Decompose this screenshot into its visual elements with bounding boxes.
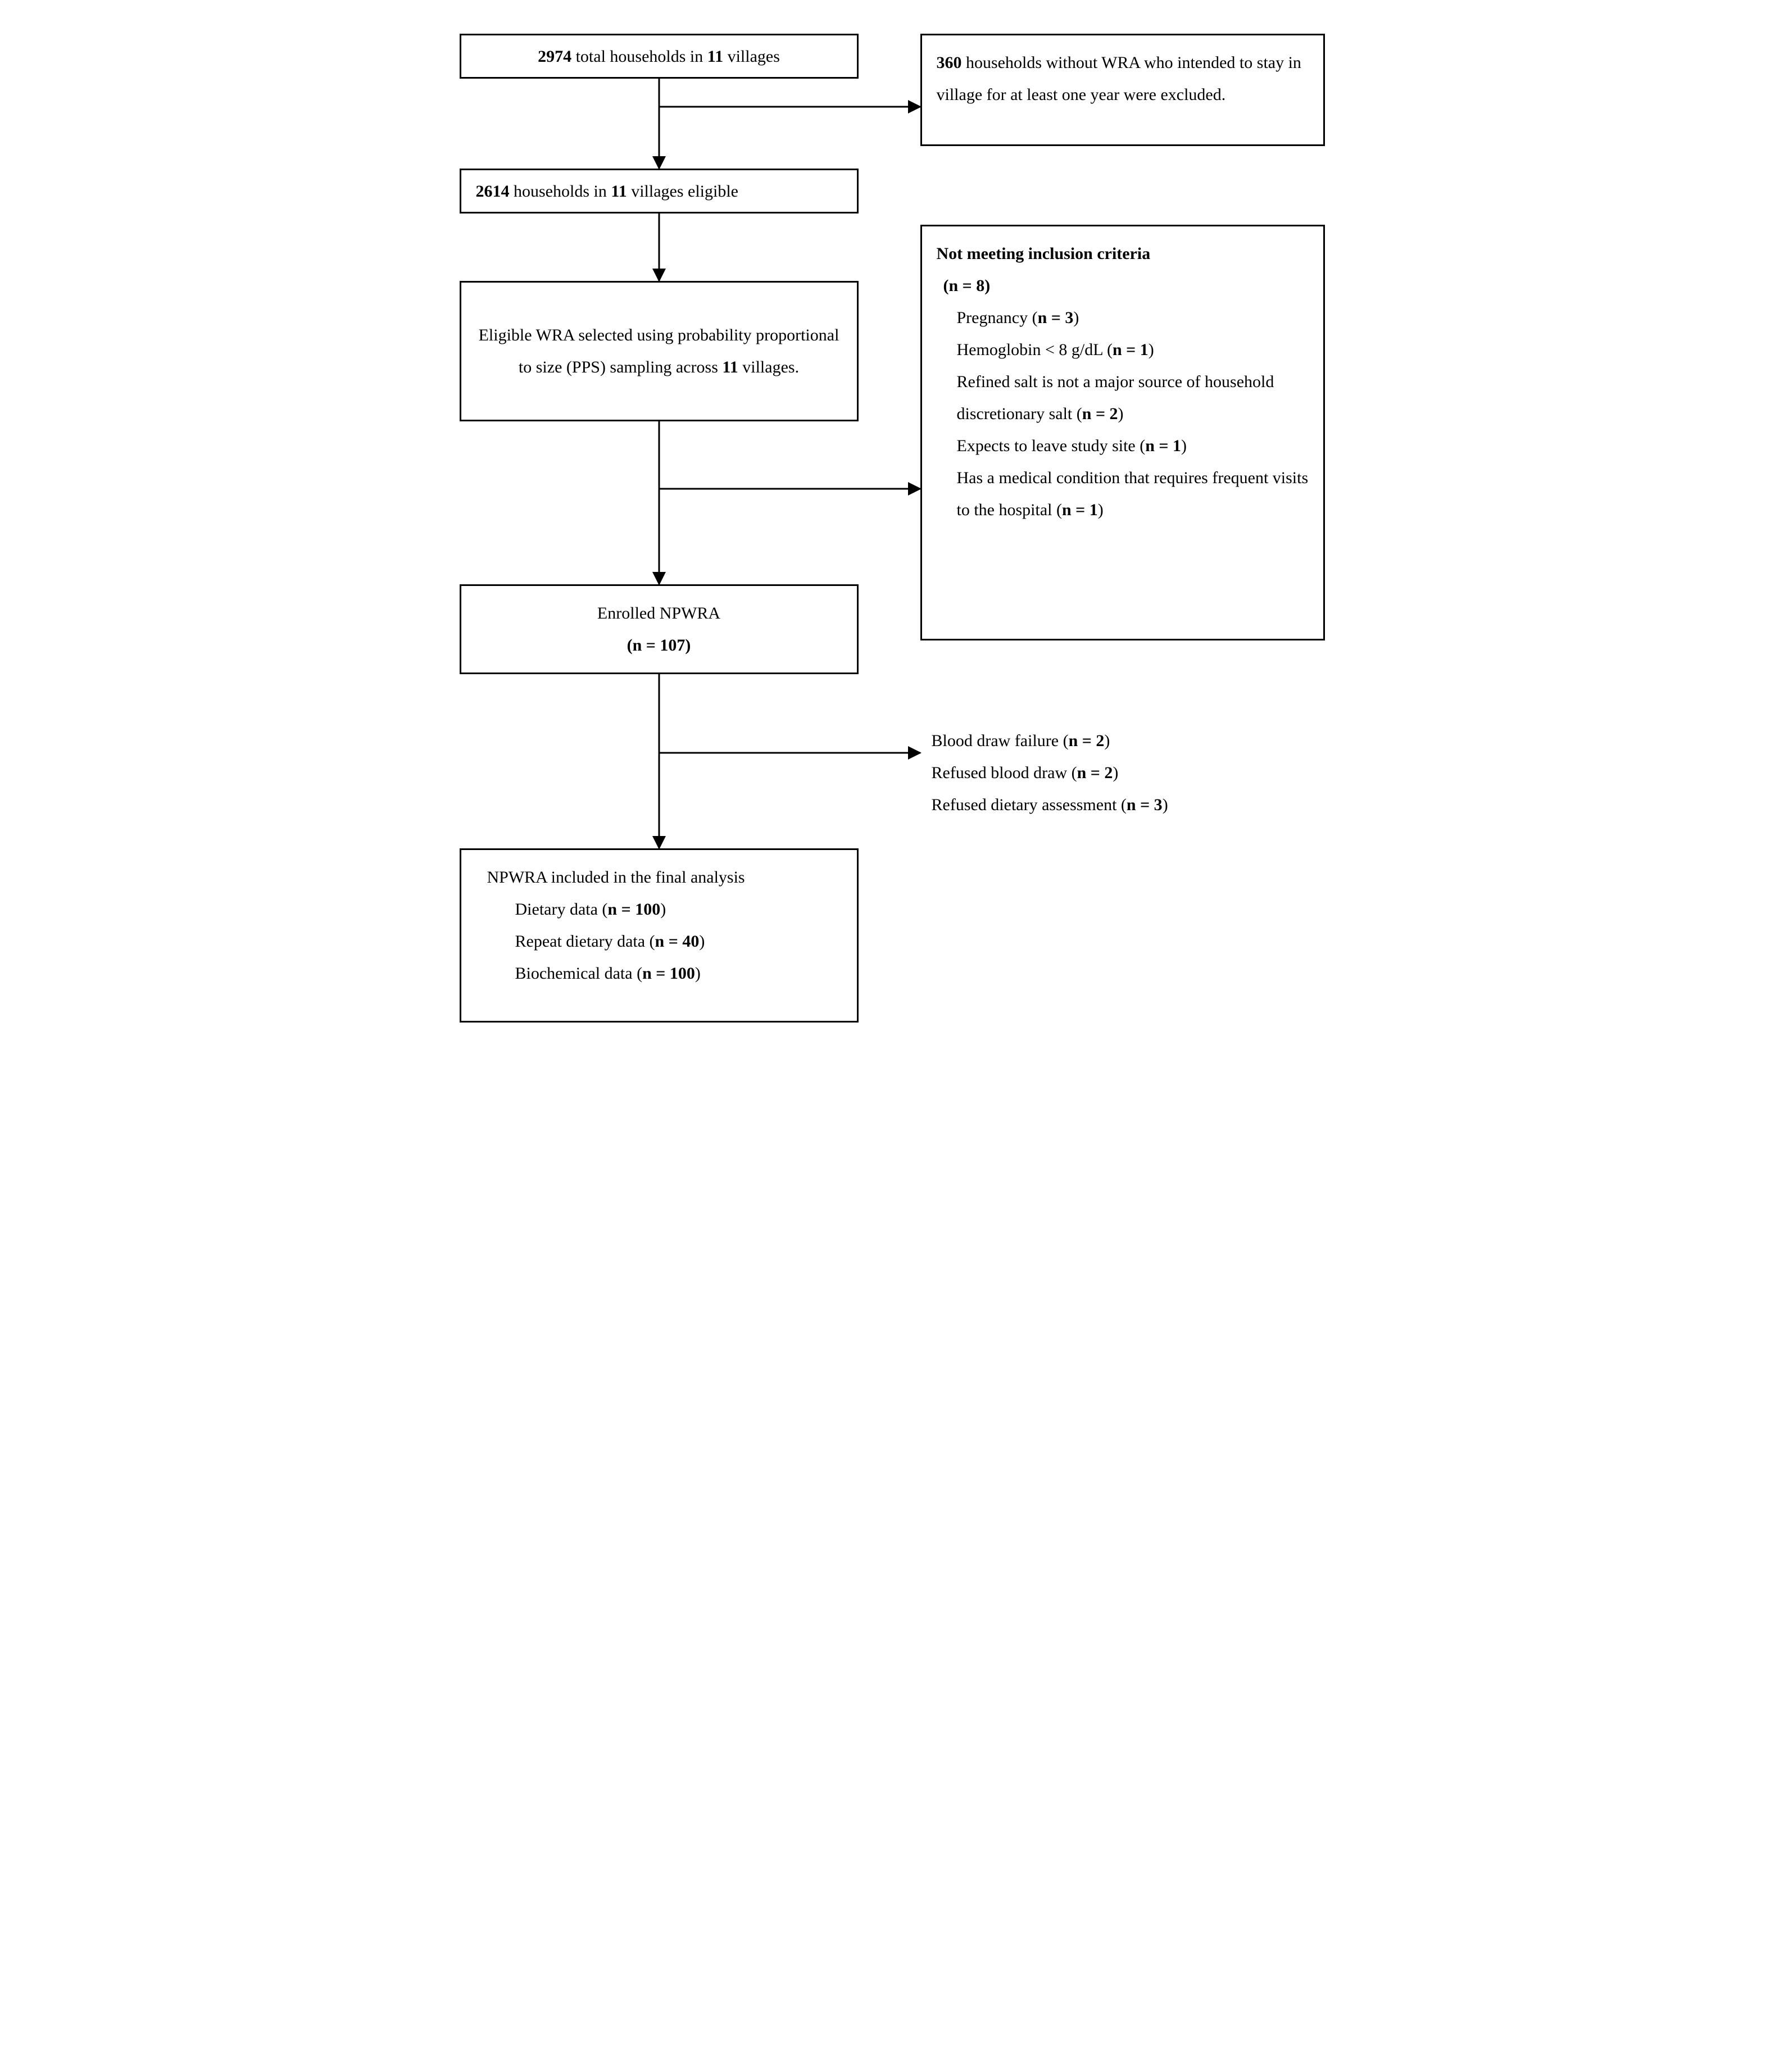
box-total-households: 2974 total households in 11 villages (460, 34, 859, 79)
text: 2614 households in 11 villages eligible (476, 175, 738, 207)
box-pps-sampling: Eligible WRA selected using probability … (460, 281, 859, 421)
text: NPWRA included in the final analysis (476, 861, 842, 893)
dropout-item: Refused dietary assessment (n = 3) (932, 789, 1325, 821)
box-not-meeting-criteria: Not meeting inclusion criteria ((n = 8)n… (920, 225, 1325, 640)
dropout-item: Blood draw failure (n = 2) (932, 725, 1325, 757)
box-eligible-households: 2614 households in 11 villages eligible (460, 169, 859, 213)
criteria-item: Refined salt is not a major source of ho… (937, 366, 1309, 430)
text: (n = 107)(n = 107) (627, 629, 691, 661)
text: 360 households without WRA who intended … (937, 53, 1301, 104)
flowchart-canvas: 2974 total households in 11 villages 360… (443, 22, 1342, 1067)
text: 2974 total households in 11 villages (538, 40, 780, 72)
final-item: Dietary data (n = 100) (476, 893, 842, 925)
box-enrolled: Enrolled NPWRA (n = 107)(n = 107) (460, 584, 859, 674)
box-dropout-reasons: Blood draw failure (n = 2) Refused blood… (932, 725, 1325, 821)
dropout-item: Refused blood draw (n = 2) (932, 757, 1325, 789)
criteria-item: Expects to leave study site (n = 1) (937, 430, 1309, 462)
final-item: Biochemical data (n = 100) (476, 957, 842, 989)
criteria-item: Pregnancy (n = 3) (937, 302, 1309, 334)
criteria-n: ((n = 8)n = 8) (937, 270, 1309, 302)
text: Enrolled NPWRA (597, 597, 720, 629)
box-excluded-no-wra: 360 households without WRA who intended … (920, 34, 1325, 146)
box-final-analysis: NPWRA included in the final analysis Die… (460, 848, 859, 1023)
criteria-title: Not meeting inclusion criteria (937, 238, 1309, 270)
text: Eligible WRA selected using probability … (476, 319, 842, 383)
criteria-item: Hemoglobin < 8 g/dL (n = 1) (937, 334, 1309, 366)
final-item: Repeat dietary data (n = 40) (476, 925, 842, 957)
criteria-item: Has a medical condition that requires fr… (937, 462, 1309, 526)
